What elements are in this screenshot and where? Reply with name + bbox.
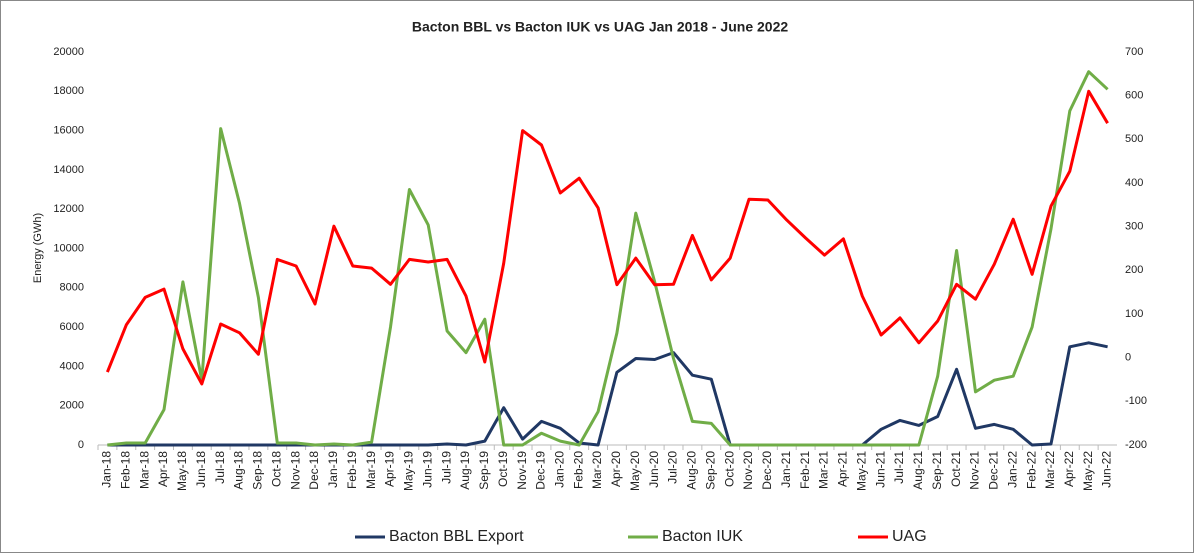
x-tick-label: Oct-20 bbox=[722, 451, 736, 487]
y-tick-label: 2000 bbox=[60, 400, 84, 412]
x-tick-label: Jul-19 bbox=[439, 451, 453, 484]
x-tick-label: Nov-18 bbox=[288, 451, 302, 490]
y2-tick-label: 700 bbox=[1125, 46, 1143, 58]
y-tick-label: 14000 bbox=[53, 164, 84, 176]
x-tick-label: Aug-18 bbox=[232, 451, 246, 490]
x-tick-label: Mar-22 bbox=[1043, 451, 1057, 489]
x-tick-label: Jul-21 bbox=[892, 451, 906, 484]
x-tick-label: Sep-19 bbox=[477, 451, 491, 490]
chart-title: Bacton BBL vs Bacton IUK vs UAG Jan 2018… bbox=[412, 19, 789, 35]
x-tick-label: Mar-21 bbox=[817, 451, 831, 489]
legend-label: UAG bbox=[892, 528, 927, 545]
x-tick-label: Aug-19 bbox=[458, 451, 472, 490]
x-tick-label: Sep-20 bbox=[703, 451, 717, 490]
y2-tick-label: 0 bbox=[1125, 352, 1131, 364]
x-tick-label: Sep-18 bbox=[251, 451, 265, 490]
y-tick-label: 6000 bbox=[60, 321, 84, 333]
x-tick-label: Jan-19 bbox=[326, 451, 340, 488]
x-tick-label: Oct-19 bbox=[496, 451, 510, 487]
y-tick-label: 20000 bbox=[53, 46, 84, 58]
series-line bbox=[106, 89, 1109, 386]
y-tick-label: 12000 bbox=[53, 203, 84, 215]
x-tick-label: Jul-18 bbox=[213, 451, 227, 484]
x-tick-label: Jul-20 bbox=[666, 451, 680, 484]
x-tick-label: May-22 bbox=[1081, 451, 1095, 491]
x-tick-label: Aug-21 bbox=[911, 451, 925, 490]
x-tick-label: Feb-20 bbox=[571, 451, 585, 489]
y2-tick-label: 100 bbox=[1125, 308, 1143, 320]
x-tick-label: May-20 bbox=[628, 451, 642, 491]
y2-tick-label: -100 bbox=[1125, 395, 1147, 407]
y-tick-label: 8000 bbox=[60, 282, 84, 294]
x-tick-label: Jun-18 bbox=[194, 451, 208, 488]
legend-label: Bacton IUK bbox=[662, 528, 743, 545]
y2-tick-label: 400 bbox=[1125, 177, 1143, 189]
legend-label: Bacton BBL Export bbox=[389, 528, 524, 545]
x-tick-label: Dec-20 bbox=[760, 451, 774, 490]
x-tick-label: Feb-19 bbox=[345, 451, 359, 489]
series-line bbox=[107, 341, 1108, 447]
y-tick-label: 16000 bbox=[53, 125, 84, 137]
x-tick-label: Oct-21 bbox=[949, 451, 963, 487]
x-tick-label: Apr-19 bbox=[383, 451, 397, 487]
x-tick-label: Mar-20 bbox=[590, 451, 604, 489]
x-tick-label: Dec-18 bbox=[307, 451, 321, 490]
x-tick-label: Jun-22 bbox=[1100, 451, 1114, 488]
x-tick-label: Dec-19 bbox=[534, 451, 548, 490]
x-tick-label: Jan-18 bbox=[100, 451, 114, 488]
x-tick-label: Jun-20 bbox=[647, 451, 661, 488]
x-tick-label: Jun-19 bbox=[420, 451, 434, 488]
y-tick-label: 18000 bbox=[53, 85, 84, 97]
x-tick-label: May-21 bbox=[854, 451, 868, 491]
x-tick-label: Sep-21 bbox=[930, 451, 944, 490]
x-tick-label: Nov-21 bbox=[968, 451, 982, 490]
y2-tick-label: 300 bbox=[1125, 221, 1143, 233]
y-tick-label: 0 bbox=[78, 439, 84, 451]
y2-tick-label: 200 bbox=[1125, 264, 1143, 276]
x-tick-label: Jan-21 bbox=[779, 451, 793, 488]
x-tick-label: Mar-18 bbox=[137, 451, 151, 489]
x-tick-label: Feb-18 bbox=[118, 451, 132, 489]
x-tick-label: Apr-22 bbox=[1062, 451, 1076, 487]
y-tick-label: 4000 bbox=[60, 360, 84, 372]
x-tick-label: Aug-20 bbox=[685, 451, 699, 490]
x-tick-label: Jan-22 bbox=[1005, 451, 1019, 488]
x-tick-label: May-18 bbox=[175, 451, 189, 491]
x-tick-label: May-19 bbox=[402, 451, 416, 491]
series-line bbox=[107, 70, 1109, 447]
x-tick-label: Nov-20 bbox=[741, 451, 755, 490]
x-tick-label: Apr-18 bbox=[156, 451, 170, 487]
y2-tick-label: 500 bbox=[1125, 133, 1143, 145]
x-tick-label: Mar-19 bbox=[364, 451, 378, 489]
x-tick-label: Feb-22 bbox=[1024, 451, 1038, 489]
x-tick-label: Nov-19 bbox=[515, 451, 529, 490]
x-tick-label: Apr-21 bbox=[836, 451, 850, 487]
y-tick-label: 10000 bbox=[53, 242, 84, 254]
x-tick-label: Oct-18 bbox=[269, 451, 283, 487]
x-tick-label: Apr-20 bbox=[609, 451, 623, 487]
x-tick-label: Jun-21 bbox=[873, 451, 887, 488]
x-tick-label: Dec-21 bbox=[987, 451, 1001, 490]
x-tick-label: Jan-20 bbox=[552, 451, 566, 488]
x-tick-label: Feb-21 bbox=[798, 451, 812, 489]
y-axis-label: Energy (GWh) bbox=[32, 213, 44, 283]
y2-tick-label: 600 bbox=[1125, 90, 1143, 102]
y2-tick-label: -200 bbox=[1125, 439, 1147, 451]
